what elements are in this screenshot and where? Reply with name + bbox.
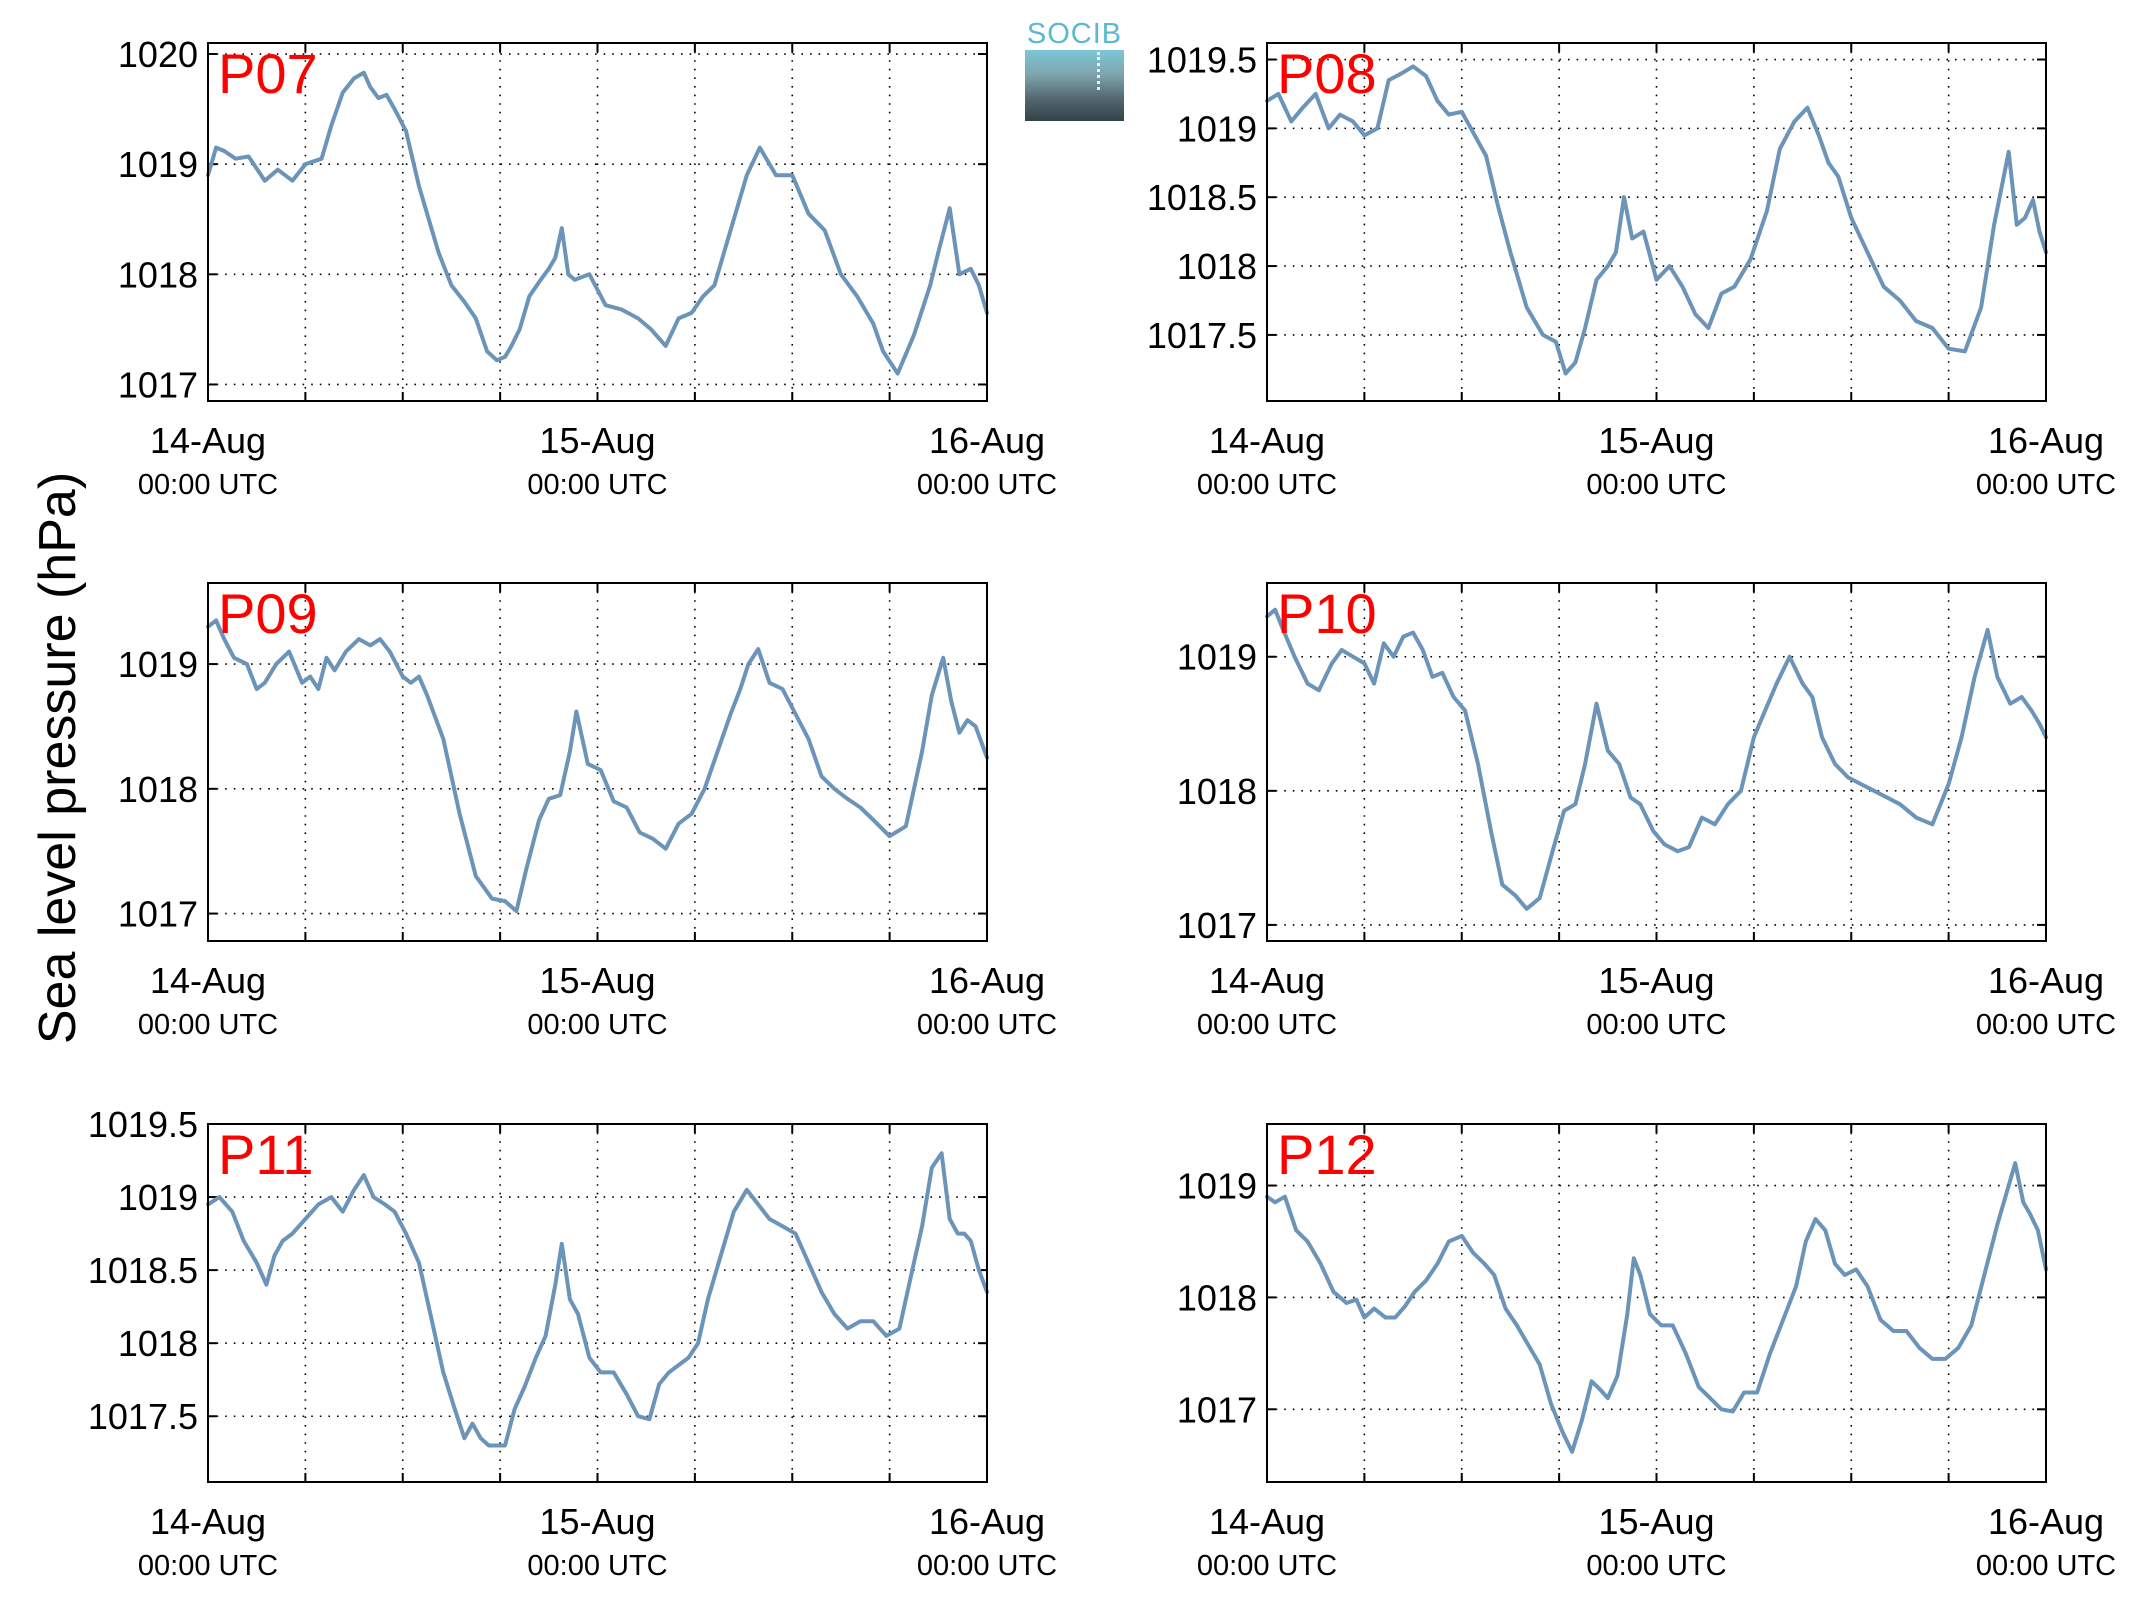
plot-area-p08 xyxy=(1267,43,2046,401)
x-tick-label-time: 00:00 UTC xyxy=(1197,1550,1337,1582)
panel-p10: 1017 1018 1019 14-Aug 00:00 UTC 15-Aug 00:00 U… xyxy=(1177,582,2116,1041)
panel-p09: 1017 1018 1019 14-Aug 00:00 UTC 15-Aug 00:00 U… xyxy=(118,582,1057,1041)
y-tick-label: 1019.5 xyxy=(88,1104,198,1145)
series-line-p11 xyxy=(206,1151,989,1448)
x-tick-label-date: 15-Aug xyxy=(539,420,655,461)
x-tick-label-date: 15-Aug xyxy=(539,1501,655,1542)
panel-p11: 1017.5 1018 1018.5 1019 1019.5 14-Aug 00:00 UT… xyxy=(88,1104,1057,1582)
x-tick-label-time: 00:00 UTC xyxy=(1586,1009,1726,1041)
x-tick-label-time: 00:00 UTC xyxy=(917,469,1057,501)
series-line-p09 xyxy=(206,618,989,914)
x-tick-label-date: 16-Aug xyxy=(929,960,1045,1001)
panel-p07: 1017 1018 1019 1020 14-Aug 00:00 UTC 15-Aug 00:… xyxy=(118,34,1057,501)
y-tick-label: 1019 xyxy=(118,644,198,685)
x-tick-label-time: 00:00 UTC xyxy=(527,1550,667,1582)
y-tick-label: 1018 xyxy=(1177,771,1257,812)
x-tick-label-time: 00:00 UTC xyxy=(1976,1009,2116,1041)
y-tick-label: 1017 xyxy=(118,894,198,935)
y-tick-label: 1019 xyxy=(118,1177,198,1218)
x-tick-label-time: 00:00 UTC xyxy=(1976,469,2116,501)
x-tick-label-time: 00:00 UTC xyxy=(1586,469,1726,501)
series-line-p10 xyxy=(1265,607,2048,911)
x-tick-label-date: 16-Aug xyxy=(1988,960,2104,1001)
x-tick-label-date: 14-Aug xyxy=(150,960,266,1001)
station-label-p12: P12 xyxy=(1277,1123,1377,1186)
y-tick-label: 1019 xyxy=(1177,1166,1257,1207)
logo-graphic xyxy=(1025,50,1124,121)
panel-p08: 1017.5 1018 1018.5 1019 1019.5 14-Aug 00:00 UT… xyxy=(1147,40,2116,501)
y-tick-label: 1017 xyxy=(1177,905,1257,946)
logo-mast-decoration xyxy=(1097,52,1100,90)
y-tick-label: 1019 xyxy=(1177,637,1257,678)
x-tick-label-time: 00:00 UTC xyxy=(1197,469,1337,501)
x-tick-label-date: 16-Aug xyxy=(1988,1501,2104,1542)
x-tick-label-date: 14-Aug xyxy=(1209,420,1325,461)
y-tick-label: 1017 xyxy=(118,364,198,405)
y-tick-label: 1018 xyxy=(118,254,198,295)
x-tick-label-time: 00:00 UTC xyxy=(1197,1009,1337,1041)
station-label-p10: P10 xyxy=(1277,582,1377,645)
y-tick-label: 1017.5 xyxy=(88,1396,198,1437)
y-tick-label: 1018.5 xyxy=(1147,177,1257,218)
plot-frame-p09 xyxy=(207,582,988,942)
plot-frame-p08 xyxy=(1266,42,2047,402)
plot-frame-p11 xyxy=(207,1123,988,1483)
x-tick-label-date: 14-Aug xyxy=(1209,960,1325,1001)
plot-area-p09 xyxy=(208,583,987,941)
plot-area-p11 xyxy=(208,1124,987,1482)
series-line-p12 xyxy=(1265,1161,2048,1454)
plot-area-p10 xyxy=(1267,583,2046,941)
y-tick-label: 1019.5 xyxy=(1147,40,1257,81)
x-tick-label-time: 00:00 UTC xyxy=(138,1550,278,1582)
x-tick-label-date: 14-Aug xyxy=(1209,1501,1325,1542)
panel-p12: 1017 1018 1019 14-Aug 00:00 UTC 15-Aug 00:00 U… xyxy=(1177,1123,2116,1582)
x-tick-label-date: 16-Aug xyxy=(929,1501,1045,1542)
x-tick-label-date: 15-Aug xyxy=(539,960,655,1001)
x-tick-label-date: 15-Aug xyxy=(1598,960,1714,1001)
station-label-p11: P11 xyxy=(218,1123,313,1186)
socib-logo: SOCIB xyxy=(1025,18,1124,121)
y-tick-label: 1019 xyxy=(1177,108,1257,149)
series-line-p08 xyxy=(1265,64,2048,376)
plot-area-p07 xyxy=(208,43,987,401)
x-tick-label-time: 00:00 UTC xyxy=(527,469,667,501)
x-tick-label-time: 00:00 UTC xyxy=(527,1009,667,1041)
y-tick-label: 1018 xyxy=(118,1323,198,1364)
x-tick-label-date: 16-Aug xyxy=(929,420,1045,461)
x-tick-label-time: 00:00 UTC xyxy=(917,1550,1057,1582)
station-label-p09: P09 xyxy=(218,582,318,645)
x-tick-label-time: 00:00 UTC xyxy=(1586,1550,1726,1582)
station-label-p07: P07 xyxy=(218,42,318,105)
x-tick-label-date: 15-Aug xyxy=(1598,420,1714,461)
plot-frame-p07 xyxy=(207,42,988,402)
x-tick-label-time: 00:00 UTC xyxy=(917,1009,1057,1041)
y-tick-label: 1019 xyxy=(118,144,198,185)
y-tick-label: 1020 xyxy=(118,34,198,75)
station-label-p08: P08 xyxy=(1277,42,1377,105)
plot-frame-p12 xyxy=(1266,1123,2047,1483)
series-line-p07 xyxy=(206,70,989,376)
x-tick-label-time: 00:00 UTC xyxy=(138,469,278,501)
x-tick-label-date: 15-Aug xyxy=(1598,1501,1714,1542)
x-tick-label-date: 16-Aug xyxy=(1988,420,2104,461)
y-tick-label: 1018 xyxy=(1177,246,1257,287)
y-tick-label: 1018.5 xyxy=(88,1250,198,1291)
y-tick-label: 1018 xyxy=(118,769,198,810)
x-tick-label-time: 00:00 UTC xyxy=(138,1009,278,1041)
x-tick-label-time: 00:00 UTC xyxy=(1976,1550,2116,1582)
y-tick-label: 1017 xyxy=(1177,1389,1257,1430)
logo-text: SOCIB xyxy=(1026,18,1123,50)
plot-frame-p10 xyxy=(1266,582,2047,942)
y-tick-label: 1017.5 xyxy=(1147,315,1257,356)
x-tick-label-date: 14-Aug xyxy=(150,1501,266,1542)
y-tick-label: 1018 xyxy=(1177,1277,1257,1318)
x-tick-label-date: 14-Aug xyxy=(150,420,266,461)
plot-area-p12 xyxy=(1267,1124,2046,1482)
